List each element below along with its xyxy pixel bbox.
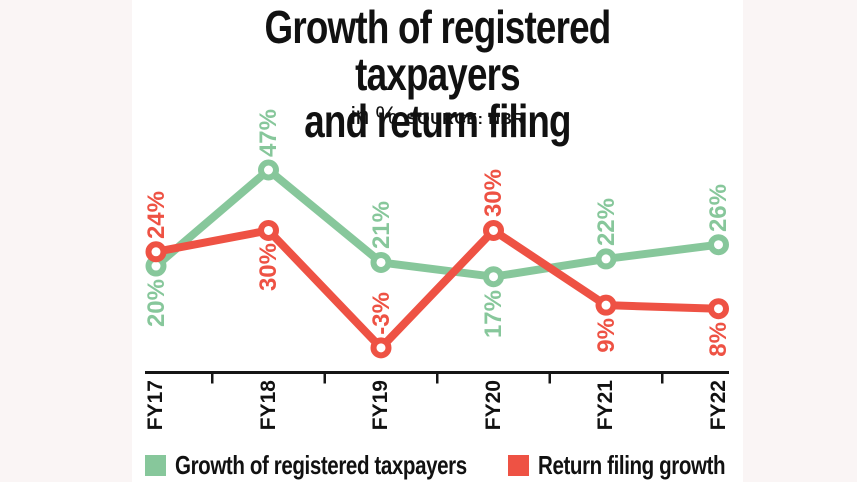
legend-swatch-green [145,455,166,476]
background-strip-left [0,0,132,482]
data-point-marker [483,219,504,241]
series-line-green [152,166,723,281]
unit-note: in % [350,102,398,130]
data-point-marker [145,241,167,263]
data-point-marker [595,294,617,316]
data-point-marker [258,159,279,181]
source-label: SOURCE: NBR [406,111,525,128]
series-line-red [152,226,723,352]
data-point-marker [370,251,392,273]
legend-item-registered-taxpayers: Growth of registered taxpayers [145,450,544,481]
data-point-marker [708,298,729,320]
background-strip-right [743,0,857,482]
data-point-marker [483,266,504,288]
chart-title-line2: and return filing [304,95,571,147]
chart-subtitle: in % SOURCE: NBR [132,102,743,131]
data-point-marker [370,337,392,359]
data-point-marker [258,219,279,241]
legend-item-return-filing: Return filing growth [508,450,775,481]
data-point-marker [595,248,617,270]
legend-label: Growth of registered taxpayers [175,450,467,480]
chart-title: Growth of registered taxpayers and retur… [193,4,682,145]
legend-swatch-red [508,455,529,476]
legend-label: Return filing growth [538,450,726,480]
data-point-marker [708,234,729,256]
chart-title-line1: Growth of registered taxpayers [264,1,612,100]
